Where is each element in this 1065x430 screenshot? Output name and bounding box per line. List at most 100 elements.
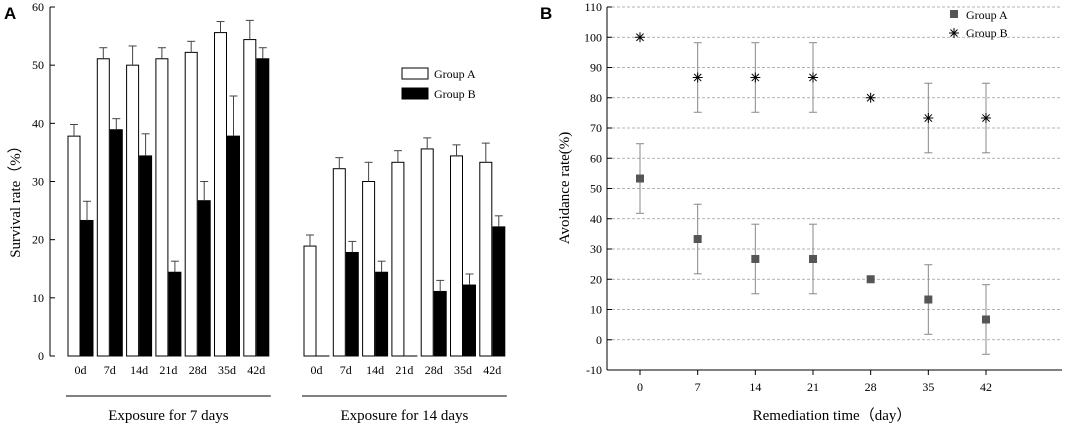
panel-a: A Survival rate（%） 0 10 20 30 40 50 60 0d 7d 14d… <box>4 0 507 424</box>
panel-b-x-tick-label: 28 <box>865 380 877 394</box>
panel-b-y-tick-label: -10 <box>586 363 602 377</box>
legend-label-group-b: Group B <box>434 87 476 101</box>
panel-a-y-tick-label: 60 <box>32 0 44 14</box>
asterisk-stroke <box>982 114 990 122</box>
panel-a-x-tick-label: 14d <box>130 363 148 377</box>
panel-a-x-tick-label: 21d <box>395 363 413 377</box>
panel-b-x-tick-label: 21 <box>807 380 819 394</box>
panel-a-x-tick-label: 0d <box>311 363 323 377</box>
panel-a-x-tick-label: 14d <box>366 363 384 377</box>
point-group-b <box>692 72 703 83</box>
bar-group-b <box>227 135 240 357</box>
bar-group-b <box>463 284 476 357</box>
point-group-a <box>924 295 933 304</box>
panel-a-x-tick-label: 42d <box>247 363 265 377</box>
group-label: Exposure for 7 days <box>108 408 229 424</box>
point-group-b <box>750 72 761 83</box>
panel-a-x-tick-label: 7d <box>104 363 116 377</box>
bar-group-a <box>479 161 493 357</box>
panel-a-legend: Group A Group B <box>401 67 476 101</box>
bar-group-b <box>168 271 182 357</box>
bar-group-a <box>303 245 317 357</box>
panel-a-y-tick-label: 40 <box>32 116 44 130</box>
legend-label-group-a: Group A <box>434 67 476 81</box>
panel-a-x-tick-label: 0d <box>75 363 87 377</box>
panel-b-y-axis-title: Avoidance rate(%) <box>557 132 573 245</box>
point-group-a <box>693 235 702 244</box>
panel-b-y-tick-label: 90 <box>590 61 602 75</box>
bar-group-b <box>345 251 359 357</box>
bar-group-a <box>67 135 81 357</box>
legend-marker-group-b <box>949 28 959 38</box>
panel-b-x-tick-label: 35 <box>922 380 934 394</box>
panel-a-x-tick-label: 28d <box>189 363 207 377</box>
bar-group-b <box>80 219 94 357</box>
bar-group-a <box>126 64 140 357</box>
asterisk-stroke <box>636 33 644 42</box>
panel-a-y-axis-title: Survival rate（%） <box>7 138 24 258</box>
panel-b-x-tick-label: 0 <box>637 380 643 394</box>
bar-group-a <box>362 181 376 357</box>
bar-group-a <box>243 39 257 357</box>
bar-group-a <box>391 161 405 357</box>
panel-b-x-axis-title: Remediation time（day） <box>753 407 912 424</box>
bar-group-b <box>492 226 506 357</box>
bar-group-b <box>197 200 211 357</box>
panel-b-y-tick-label: 110 <box>584 0 602 14</box>
panel-a-x-tick-label: 28d <box>425 363 443 377</box>
point-group-a <box>751 254 760 263</box>
panel-a-y-tick-label: 50 <box>32 58 44 72</box>
bar-group-b <box>256 58 270 357</box>
point-group-a <box>866 275 875 284</box>
panel-a-y-tick-label: 20 <box>32 233 44 247</box>
panel-a-y-tick-label: 0 <box>38 349 44 363</box>
bar-group-a <box>214 32 227 357</box>
panel-b-y-tick-label: 70 <box>590 121 602 135</box>
panel-b-x-tick-label: 42 <box>980 380 992 394</box>
bar-group-a <box>155 58 169 357</box>
panel-b-y-tick-label: 60 <box>590 151 602 165</box>
panel-a-y-tick-label: 10 <box>32 291 44 305</box>
point-group-b <box>981 113 991 124</box>
asterisk-stroke <box>693 73 702 82</box>
point-group-b <box>865 92 876 103</box>
panel-b: B Avoidance rate(%) Remediation time（day… <box>540 0 1062 424</box>
panel-b-y-tick-label: 100 <box>584 30 602 44</box>
panel-b-x-tick-label: 7 <box>695 380 701 394</box>
asterisk-stroke <box>924 114 933 122</box>
panel-a-letter: A <box>4 4 16 23</box>
bar-group-b <box>109 129 123 357</box>
legend-label-group-b: Group B <box>966 26 1008 40</box>
panel-a-x-tick-label: 7d <box>340 363 352 377</box>
legend-label-group-a: Group A <box>966 8 1008 22</box>
panel-b-y-tick-label: 40 <box>590 212 602 226</box>
group-label: Exposure for 14 days <box>340 408 468 424</box>
point-group-a <box>809 254 817 263</box>
legend-marker-group-a <box>950 10 958 18</box>
bar-group-a <box>184 51 198 357</box>
asterisk-stroke <box>866 93 875 102</box>
panel-b-y-tick-label: 0 <box>596 333 602 347</box>
legend-swatch-group-b <box>401 87 429 100</box>
point-group-b <box>635 32 645 43</box>
panel-a-x-tick-label: 42d <box>483 363 501 377</box>
panel-b-y-tick-label: 50 <box>590 182 602 196</box>
bar-group-a <box>96 58 110 357</box>
point-group-b <box>923 113 934 124</box>
bar-group-b <box>433 290 447 357</box>
point-group-a <box>982 315 990 324</box>
panel-b-letter: B <box>540 4 552 23</box>
bar-group-a <box>420 148 434 357</box>
legend-swatch-group-a <box>401 67 429 80</box>
point-group-a <box>636 174 644 183</box>
panel-b-y-tick-label: 30 <box>590 242 602 256</box>
panel-a-y-tick-label: 30 <box>32 175 44 189</box>
asterisk-stroke <box>809 73 817 82</box>
bar-group-b <box>375 271 389 357</box>
point-group-b <box>808 72 818 83</box>
panel-a-x-tick-label: 21d <box>159 363 177 377</box>
asterisk-stroke <box>751 73 760 82</box>
panel-a-x-tick-label: 35d <box>218 363 236 377</box>
panel-a-x-tick-label: 35d <box>454 363 472 377</box>
